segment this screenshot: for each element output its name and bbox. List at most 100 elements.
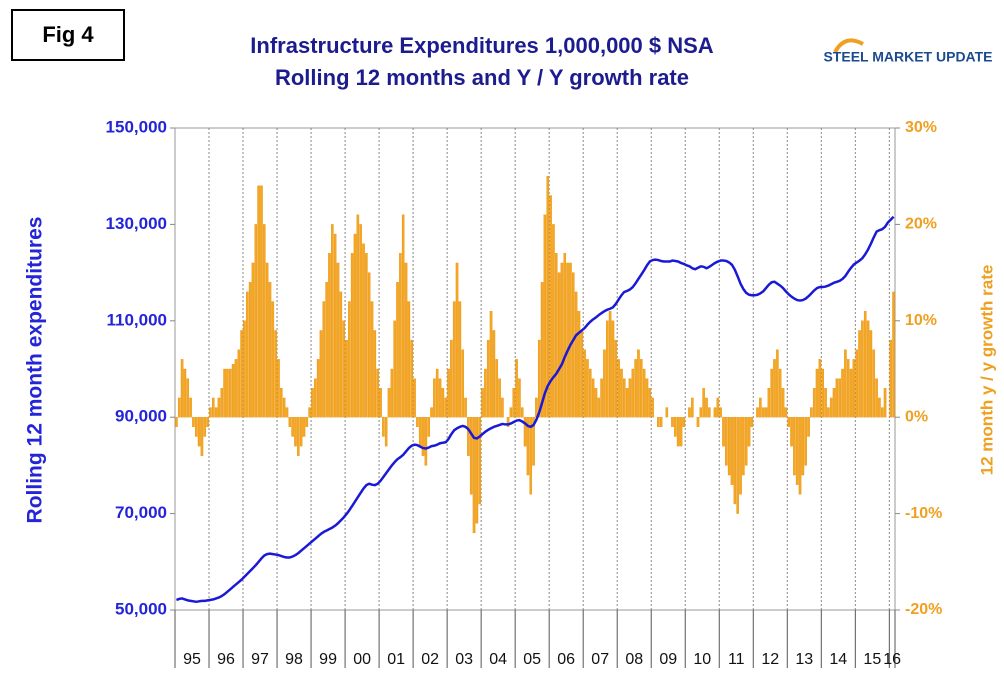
x-tick-label: 03: [455, 651, 473, 668]
x-tick-label: 15: [863, 651, 881, 668]
bar: [248, 282, 252, 418]
bar: [784, 407, 788, 418]
bar: [416, 417, 419, 427]
bar: [186, 378, 190, 418]
bar: [356, 214, 360, 418]
bar: [427, 417, 430, 437]
x-tick-label: 96: [217, 651, 235, 668]
bar: [305, 417, 309, 427]
bar: [586, 359, 589, 418]
bar: [532, 417, 535, 466]
bar: [413, 378, 416, 418]
bar: [892, 291, 895, 418]
y-tick-label: 110,000: [106, 310, 167, 329]
bar: [319, 330, 323, 418]
bar: [251, 262, 255, 418]
bar: [350, 253, 354, 418]
bar: [450, 339, 453, 418]
bar: [679, 417, 683, 447]
bar: [177, 397, 181, 418]
x-tick-label: 11: [728, 651, 745, 668]
bar: [835, 378, 839, 418]
y-tick-label: 130,000: [106, 214, 167, 233]
bar: [277, 359, 280, 418]
bar: [512, 388, 516, 418]
x-tick-label: 95: [183, 651, 201, 668]
bar: [665, 407, 669, 418]
bar: [263, 224, 266, 418]
bar: [702, 388, 705, 418]
bar: [691, 397, 694, 418]
bar: [778, 368, 782, 418]
bar: [387, 388, 391, 418]
bar: [331, 224, 334, 418]
bar: [362, 243, 365, 418]
y2-tick-label: 30%: [905, 119, 937, 136]
y2-tick-label: -20%: [905, 601, 942, 618]
bar: [682, 417, 686, 427]
bar: [739, 417, 742, 495]
bar: [481, 388, 484, 418]
bar: [756, 407, 759, 418]
x-tick-label: 13: [795, 651, 813, 668]
bar: [243, 320, 246, 418]
bar: [478, 417, 482, 505]
bar: [781, 388, 785, 418]
bar: [705, 397, 708, 418]
bar: [200, 417, 204, 456]
bar: [574, 291, 578, 418]
bar: [455, 262, 459, 418]
bar: [404, 262, 408, 418]
bar: [444, 397, 447, 418]
bar: [804, 417, 807, 466]
bar: [795, 417, 799, 485]
bar: [492, 330, 496, 418]
bar: [498, 378, 501, 418]
bar: [257, 185, 260, 418]
bar: [418, 417, 422, 447]
bar: [365, 253, 368, 418]
bar: [342, 320, 345, 418]
y-tick-label: 50,000: [115, 599, 167, 618]
bar: [291, 417, 294, 437]
bar: [773, 359, 776, 418]
bar: [858, 330, 861, 418]
bar: [849, 368, 853, 418]
bar: [699, 407, 703, 418]
bar: [725, 417, 728, 466]
bar: [396, 282, 399, 418]
bar: [509, 407, 513, 418]
bar: [838, 378, 842, 418]
bar: [348, 301, 351, 418]
bar: [410, 339, 413, 418]
x-tick-label: 01: [387, 651, 405, 668]
bar: [382, 417, 385, 437]
bar: [237, 349, 241, 418]
bar: [812, 388, 816, 418]
bar: [648, 388, 652, 418]
bar: [824, 388, 827, 418]
bar: [529, 417, 533, 495]
bar: [563, 253, 567, 418]
bar: [878, 397, 881, 418]
bar: [245, 291, 249, 418]
bar: [214, 407, 218, 418]
bar: [594, 388, 598, 418]
bar: [880, 407, 884, 418]
bar: [260, 185, 263, 418]
bar: [294, 417, 297, 447]
bar: [458, 301, 462, 418]
bar: [280, 388, 283, 418]
bar: [727, 417, 731, 476]
x-tick-label: 08: [625, 651, 643, 668]
x-tick-label: 06: [557, 651, 575, 668]
bar: [231, 364, 235, 418]
bar: [325, 282, 328, 418]
bar: [399, 253, 402, 418]
chart-title: Infrastructure Expenditures 1,000,000 $ …: [250, 33, 714, 58]
bar: [486, 339, 490, 418]
bar: [863, 311, 867, 418]
bar: [282, 397, 286, 418]
logo-swoosh: [833, 38, 864, 54]
bar: [832, 388, 836, 418]
